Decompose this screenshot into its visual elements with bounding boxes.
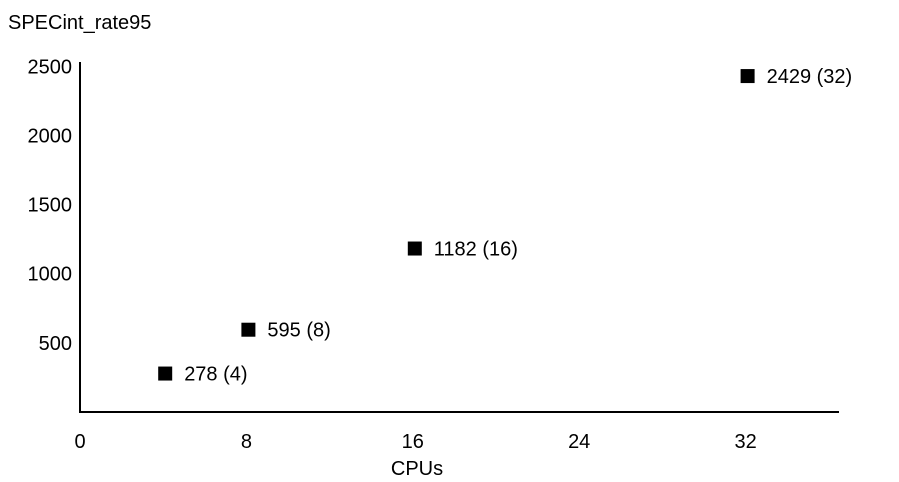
y-tick-label: 2000 (28, 125, 73, 147)
data-point-label: 278 (4) (184, 364, 247, 386)
x-tick-label: 16 (402, 431, 424, 453)
x-tick-label: 32 (734, 431, 756, 453)
y-tick-label: 1500 (28, 195, 73, 217)
y-tick-label: 1000 (28, 264, 73, 286)
x-tick-label: 24 (568, 431, 590, 453)
x-tick-labels: 0 8 16 24 32 (74, 431, 756, 453)
x-tick-label: 8 (241, 431, 252, 453)
y-tick-label: 500 (39, 333, 72, 355)
y-tick-label: 2500 (28, 56, 73, 78)
x-tick-label: 0 (74, 431, 85, 453)
data-point-marker (158, 366, 173, 381)
data-point-marker (740, 69, 755, 84)
data-point-label: 2429 (32) (767, 66, 853, 88)
data-point-label: 1182 (16) (434, 239, 518, 261)
y-axis-title: SPECint_rate95 (8, 12, 151, 34)
data-point-marker (407, 241, 422, 256)
data-points: 278 (4) 595 (8) 1182 (16) 2429 (32) (158, 66, 853, 386)
x-axis-title: CPUs (391, 458, 443, 480)
data-point-marker (241, 322, 256, 337)
data-point-label: 595 (8) (267, 320, 330, 342)
y-tick-labels: 500 1000 1500 2000 2500 (28, 56, 73, 355)
